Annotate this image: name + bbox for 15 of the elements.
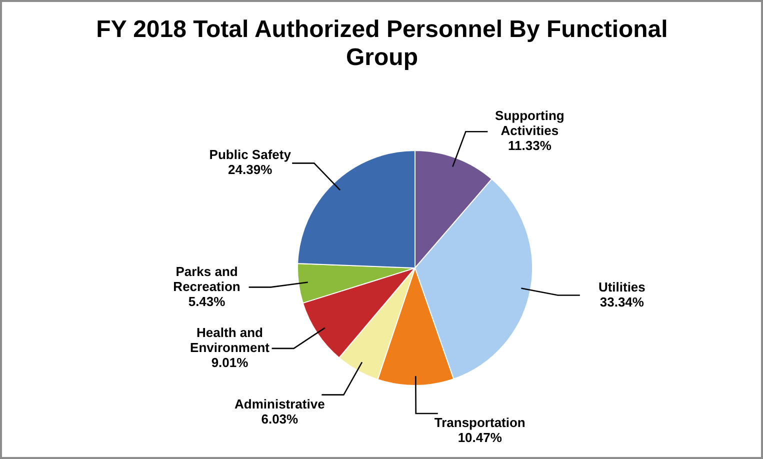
slice-label: Health and Environment — [190, 325, 270, 356]
data-label: 5.43% — [188, 294, 226, 309]
data-label: 10.47% — [458, 430, 502, 446]
data-label: 33.34% — [600, 294, 644, 310]
chart-title: FY 2018 Total Authorized Personnel By Functional Group — [95, 16, 669, 72]
slice-label: Public Safety — [209, 147, 292, 162]
slice-label: Supporting Activities — [495, 108, 564, 138]
slice-label: Administrative — [234, 396, 325, 412]
data-label: 6.03% — [261, 411, 299, 426]
data-label: 24.39% — [228, 162, 273, 178]
slice-label: Utilities — [598, 279, 646, 294]
data-label: 11.33% — [508, 138, 552, 154]
slice-label: Transportation — [434, 415, 526, 430]
data-label: 9.01% — [211, 355, 249, 370]
slice-label: Parks and Recreation — [173, 264, 240, 294]
